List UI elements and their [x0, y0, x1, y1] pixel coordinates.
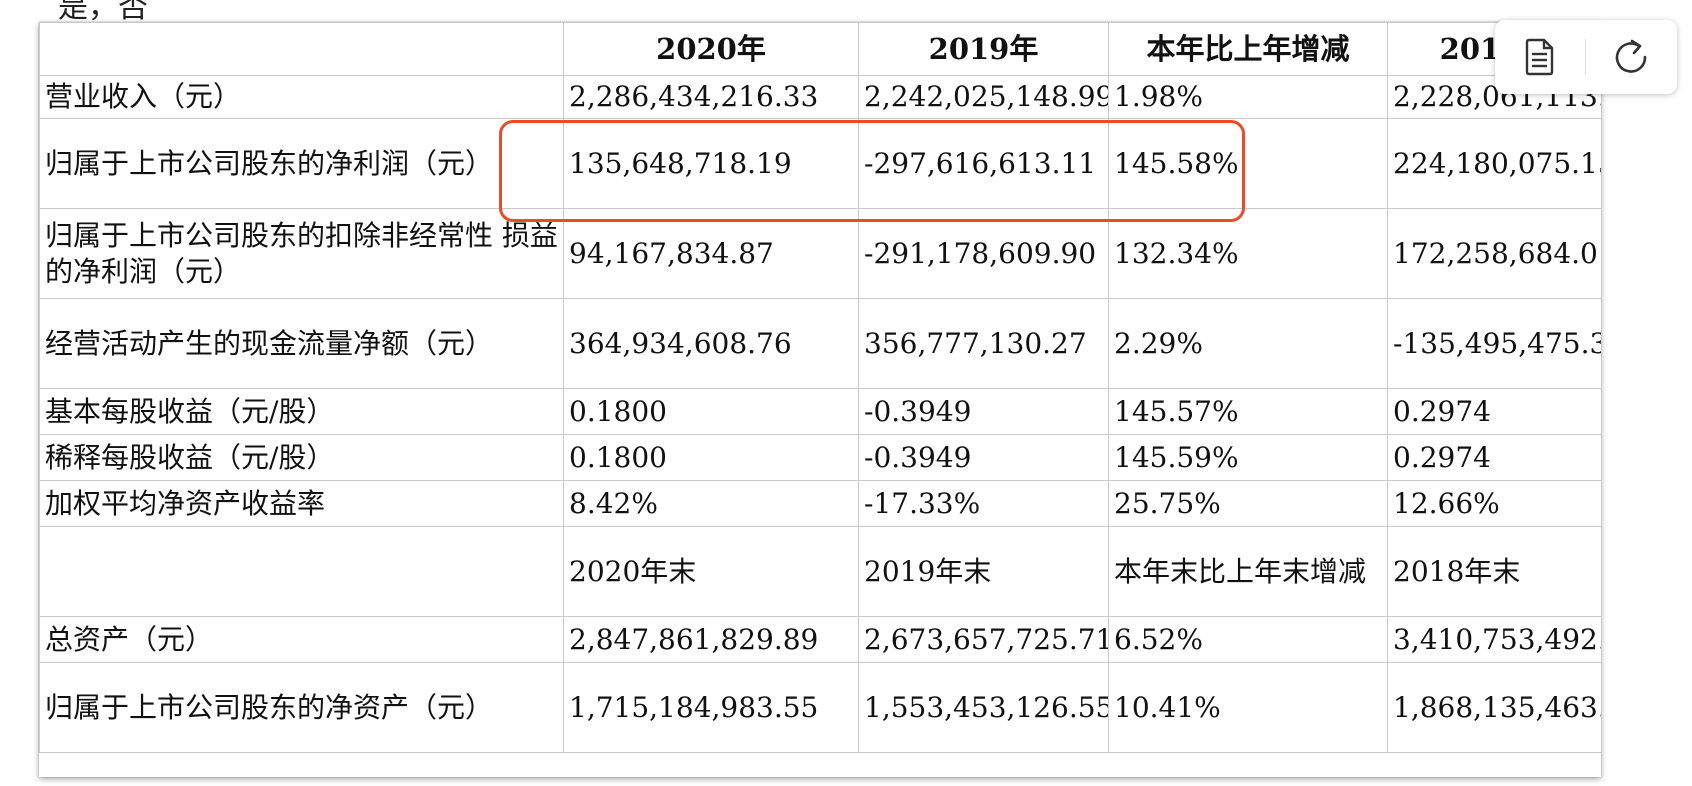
header-2020: 2020年 [563, 22, 859, 76]
row-label: 总资产（元） [39, 616, 564, 663]
table-row: 总资产（元） 2,847,861,829.89 2,673,657,725.71… [39, 616, 1602, 663]
cell-value: 0.1800 [563, 434, 859, 481]
table-row: 归属于上市公司股东的净资产（元） 1,715,184,983.55 1,553,… [39, 662, 1602, 753]
cell-value: 0.2974 [1387, 388, 1602, 435]
cell-value: 2019年末 [858, 526, 1109, 617]
header-2019: 2019年 [858, 22, 1109, 76]
cell-value: 94,167,834.87 [563, 208, 859, 299]
cell-value: 135,648,718.19 [563, 118, 859, 209]
cell-value: 3,410,753,492.16 [1387, 616, 1602, 663]
row-label [39, 526, 564, 617]
cell-value: 1,715,184,983.55 [563, 662, 859, 753]
table-subheader-row: 2020年末 2019年末 本年末比上年末增减 2018年末 [39, 526, 1602, 617]
cell-value: 172,258,684.01 [1387, 208, 1602, 299]
refresh-icon [1615, 39, 1647, 73]
cell-value: 364,934,608.76 [563, 298, 859, 389]
cell-value: -291,178,609.90 [858, 208, 1109, 299]
table-row: 经营活动产生的现金流量净额（元） 364,934,608.76 356,777,… [39, 298, 1602, 389]
toolbar-separator [1585, 39, 1586, 75]
row-label: 基本每股收益（元/股） [39, 388, 564, 435]
table-row: 加权平均净资产收益率 8.42% -17.33% 25.75% 12.66% [39, 480, 1602, 527]
cell-value: 10.41% [1108, 662, 1388, 753]
table-row: 稀释每股收益（元/股） 0.1800 -0.3949 145.59% 0.297… [39, 434, 1602, 481]
cell-value: -0.3949 [858, 434, 1109, 481]
cell-value: 2,673,657,725.71 [858, 616, 1109, 663]
row-label: 加权平均净资产收益率 [39, 480, 564, 527]
floating-toolbar [1495, 20, 1677, 94]
cell-value: 224,180,075.15 [1387, 118, 1602, 209]
copy-document-button[interactable] [1495, 20, 1585, 94]
cell-value: 356,777,130.27 [858, 298, 1109, 389]
table-row: 归属于上市公司股东的扣除非经常性 损益的净利润（元） 94,167,834.87… [39, 208, 1602, 299]
financial-table: 2020年 2019年 本年比上年增减 2018年 营业收入（元） 2,286,… [39, 22, 1602, 753]
cell-value: 12.66% [1387, 480, 1602, 527]
row-label: 营业收入（元） [39, 75, 564, 119]
cell-value: 132.34% [1108, 208, 1388, 299]
cell-value: 0.1800 [563, 388, 859, 435]
header-cell-empty [39, 22, 564, 76]
cell-value: -297,616,613.11 [858, 118, 1109, 209]
cell-value: 2,847,861,829.89 [563, 616, 859, 663]
cell-value: 6.52% [1108, 616, 1388, 663]
cell-value: -0.3949 [858, 388, 1109, 435]
cell-value: 1.98% [1108, 75, 1388, 119]
cell-value: 0.2974 [1387, 434, 1602, 481]
table-row: 营业收入（元） 2,286,434,216.33 2,242,025,148.9… [39, 75, 1602, 119]
table-header-row: 2020年 2019年 本年比上年增减 2018年 [39, 22, 1602, 76]
cell-value: 145.58% [1108, 118, 1388, 209]
cell-value: 145.57% [1108, 388, 1388, 435]
cell-value: 8.42% [563, 480, 859, 527]
cell-value: 25.75% [1108, 480, 1388, 527]
cell-value: 2,286,434,216.33 [563, 75, 859, 119]
cell-value: -135,495,475.30 [1387, 298, 1602, 389]
row-label: 稀释每股收益（元/股） [39, 434, 564, 481]
cell-value: 本年末比上年末增减 [1108, 526, 1388, 617]
cell-value: 2018年末 [1387, 526, 1602, 617]
document-icon [1525, 38, 1554, 76]
cell-value: 2,242,025,148.99 [858, 75, 1109, 119]
row-label: 归属于上市公司股东的净资产（元） [39, 662, 564, 753]
row-label: 经营活动产生的现金流量净额（元） [39, 298, 564, 389]
table-row: 基本每股收益（元/股） 0.1800 -0.3949 145.57% 0.297… [39, 388, 1602, 435]
top-fragment: 是，否 [58, 0, 148, 25]
cell-value: -17.33% [858, 480, 1109, 527]
table-row: 归属于上市公司股东的净利润（元） 135,648,718.19 -297,616… [39, 118, 1602, 209]
row-label: 归属于上市公司股东的扣除非经常性 损益的净利润（元） [39, 208, 564, 299]
header-change: 本年比上年增减 [1108, 22, 1388, 76]
cell-value: 145.59% [1108, 434, 1388, 481]
row-label: 归属于上市公司股东的净利润（元） [39, 118, 564, 209]
cell-value: 2.29% [1108, 298, 1388, 389]
cell-value: 2,228,061,113.85 [1387, 75, 1602, 119]
cell-value: 2020年末 [563, 526, 859, 617]
refresh-button[interactable] [1586, 20, 1676, 94]
cell-value: 1,553,453,126.55 [858, 662, 1109, 753]
cell-value: 1,868,135,463.64 [1387, 662, 1602, 753]
